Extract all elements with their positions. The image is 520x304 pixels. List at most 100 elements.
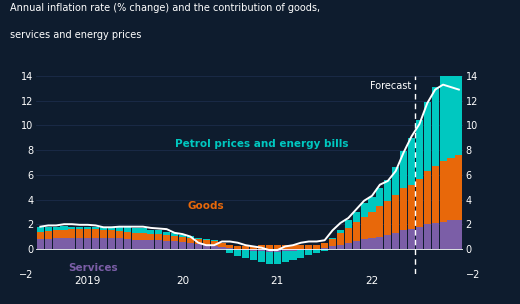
Bar <box>147 234 154 240</box>
Bar <box>408 138 415 185</box>
Bar <box>171 236 178 241</box>
Bar <box>432 223 439 249</box>
Bar <box>108 227 115 230</box>
Bar <box>321 243 328 248</box>
Bar <box>234 250 241 256</box>
Bar <box>92 227 99 229</box>
Bar <box>360 203 368 217</box>
Bar <box>282 249 289 251</box>
Bar <box>392 233 399 249</box>
Text: Forecast: Forecast <box>370 81 411 91</box>
Bar <box>194 239 202 244</box>
Bar <box>242 247 249 249</box>
Bar <box>250 251 257 260</box>
Bar <box>194 238 202 239</box>
Text: Petrol prices and energy bills: Petrol prices and energy bills <box>175 139 348 149</box>
Bar <box>203 239 210 240</box>
Bar <box>226 249 233 253</box>
Bar <box>203 240 210 245</box>
Bar <box>92 229 99 238</box>
Bar <box>139 228 147 233</box>
Bar <box>321 248 328 249</box>
Bar <box>439 75 447 161</box>
Bar <box>369 212 375 238</box>
Bar <box>424 171 431 224</box>
Bar <box>360 217 368 239</box>
Bar <box>305 245 313 249</box>
Bar <box>400 230 407 249</box>
Bar <box>100 227 107 230</box>
Bar <box>76 227 83 229</box>
Bar <box>376 206 383 237</box>
Bar <box>432 87 439 166</box>
Bar <box>400 151 407 188</box>
Bar <box>218 247 226 249</box>
Bar <box>258 249 265 251</box>
Bar <box>329 238 336 239</box>
Bar <box>353 241 360 249</box>
Bar <box>392 195 399 233</box>
Bar <box>290 251 296 260</box>
Bar <box>250 249 257 251</box>
Bar <box>250 246 257 249</box>
Bar <box>194 244 202 249</box>
Bar <box>37 232 44 239</box>
Bar <box>297 249 305 250</box>
Bar <box>84 238 92 249</box>
Bar <box>392 168 399 195</box>
Bar <box>384 235 392 249</box>
Bar <box>211 241 218 246</box>
Bar <box>439 161 447 222</box>
Bar <box>163 241 170 249</box>
Bar <box>234 247 241 249</box>
Bar <box>447 70 454 157</box>
Bar <box>155 234 162 240</box>
Bar <box>124 232 131 239</box>
Bar <box>179 237 186 242</box>
Bar <box>45 227 52 231</box>
Bar <box>290 245 296 249</box>
Bar <box>179 235 186 237</box>
Bar <box>242 250 249 258</box>
Bar <box>447 220 454 249</box>
Bar <box>53 238 60 249</box>
Bar <box>37 227 44 232</box>
Bar <box>116 238 123 249</box>
Bar <box>360 239 368 249</box>
Bar <box>108 230 115 238</box>
Bar <box>69 238 75 249</box>
Bar <box>416 120 423 178</box>
Bar <box>116 231 123 238</box>
Bar <box>60 238 68 249</box>
Bar <box>84 227 92 229</box>
Bar <box>282 251 289 262</box>
Bar <box>384 201 392 235</box>
Bar <box>266 249 273 252</box>
Bar <box>60 226 68 230</box>
Bar <box>155 240 162 249</box>
Bar <box>456 70 462 155</box>
Bar <box>139 240 147 249</box>
Bar <box>132 240 139 249</box>
Bar <box>337 233 344 245</box>
Bar <box>179 242 186 249</box>
Bar <box>60 230 68 238</box>
Bar <box>297 250 305 257</box>
Bar <box>345 228 352 243</box>
Bar <box>108 238 115 249</box>
Bar <box>337 230 344 233</box>
Bar <box>226 245 233 248</box>
Bar <box>92 238 99 249</box>
Bar <box>345 243 352 249</box>
Bar <box>274 249 281 252</box>
Bar <box>447 157 454 220</box>
Bar <box>376 188 383 206</box>
Text: Services: Services <box>68 263 118 273</box>
Bar <box>171 241 178 249</box>
Bar <box>337 245 344 249</box>
Bar <box>116 227 123 231</box>
Bar <box>218 243 226 247</box>
Bar <box>408 185 415 229</box>
Bar <box>416 178 423 227</box>
Bar <box>290 249 296 251</box>
